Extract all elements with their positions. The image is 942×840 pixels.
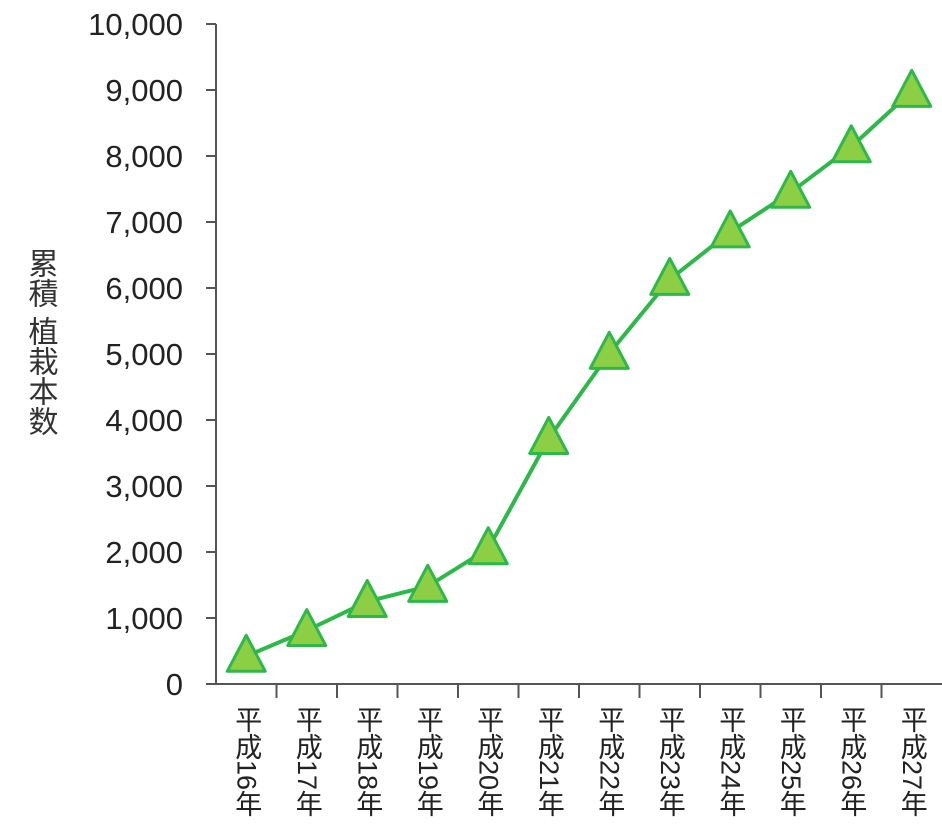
- y-tick-label: 3,000: [105, 469, 183, 504]
- x-tick-label: 平成21年: [534, 706, 565, 817]
- data-point-marker: [588, 330, 630, 370]
- series-group: [225, 68, 933, 673]
- y-tick-label: 9,000: [105, 73, 183, 108]
- y-tick-label: 5,000: [105, 337, 183, 372]
- data-point-marker: [528, 415, 570, 455]
- data-point-marker: [225, 633, 267, 673]
- data-point-marker: [467, 526, 509, 566]
- y-tick-label: 1,000: [105, 601, 183, 636]
- data-point-marker: [770, 169, 812, 209]
- x-tick-label: 平成23年: [655, 706, 686, 817]
- data-point-marker: [286, 608, 328, 648]
- data-point-marker: [709, 209, 751, 249]
- x-tick-label: 平成17年: [292, 706, 323, 817]
- data-point-marker: [891, 68, 933, 108]
- y-axis-ticks: 0 1,000 2,000 3,000 4,000 5,000 6,000 7,000 8,00…: [88, 7, 216, 702]
- x-axis-ticks: 平成16年 平成17年 平成18年 平成19年 平成20年 平成21年 平成22年 平成23年…: [231, 684, 927, 817]
- y-tick-label: 8,000: [105, 139, 183, 174]
- data-point-marker: [649, 256, 691, 296]
- y-tick-label: 7,000: [105, 205, 183, 240]
- x-tick-label: 平成24年: [715, 706, 746, 817]
- data-point-marker: [830, 124, 872, 164]
- x-tick-label: 平成16年: [231, 706, 262, 817]
- series-line: [245, 89, 914, 659]
- y-tick-label: 10,000: [88, 7, 183, 42]
- x-tick-label: 平成26年: [836, 706, 867, 817]
- x-tick-label: 平成18年: [352, 706, 383, 817]
- data-point-marker: [346, 579, 388, 618]
- axes: [215, 24, 942, 685]
- x-tick-label: 平成20年: [473, 706, 504, 817]
- x-tick-label: 平成25年: [776, 706, 807, 817]
- x-tick-label: 平成22年: [594, 706, 625, 817]
- y-tick-label: 2,000: [105, 535, 183, 570]
- x-tick-label: 平成19年: [413, 706, 444, 817]
- y-axis-label: 累積 植栽本数: [24, 248, 59, 437]
- y-tick-label: 4,000: [105, 403, 183, 438]
- data-point-marker: [407, 563, 449, 603]
- y-tick-label: 0: [166, 667, 183, 702]
- y-tick-label: 6,000: [105, 271, 183, 306]
- x-tick-label: 平成27年: [897, 706, 928, 817]
